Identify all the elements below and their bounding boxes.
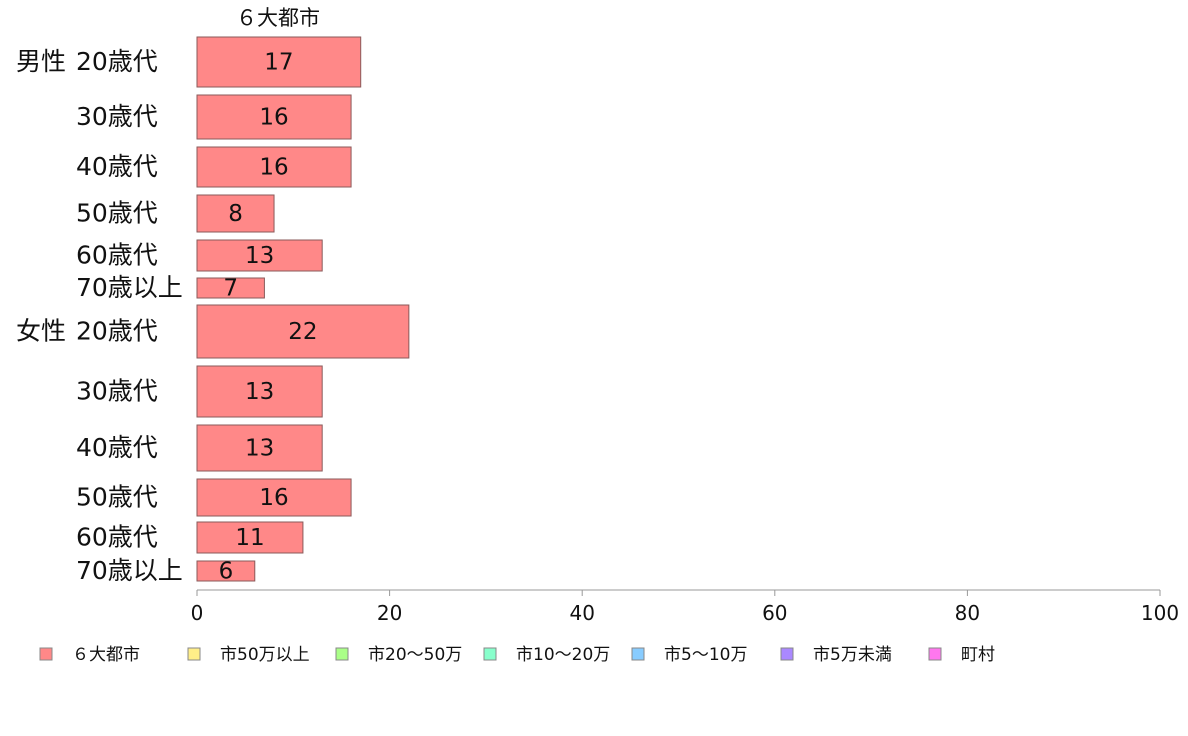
bar-value-label: 22	[288, 319, 317, 345]
bar	[196, 277, 265, 299]
legend-label: 市50万以上	[220, 645, 310, 665]
bar	[196, 365, 323, 418]
legend-swatch	[335, 647, 349, 661]
group-label: 女性	[16, 317, 66, 346]
bar	[196, 36, 362, 88]
row-label: 70歳以上	[76, 273, 183, 302]
x-tick-label: 100	[1141, 601, 1179, 625]
bar-value-label: 13	[245, 436, 274, 462]
row-label: 50歳代	[76, 199, 158, 228]
legend-swatch	[928, 647, 942, 661]
bar-value-label: 13	[245, 379, 274, 405]
chart-title: ６大都市	[236, 6, 320, 30]
row-label: 30歳代	[76, 377, 158, 406]
bar-value-label: 11	[235, 525, 264, 551]
row-label: 50歳代	[76, 483, 158, 512]
x-axis: 0 20 40 60 80 100	[191, 589, 1179, 625]
x-tick-label: 60	[762, 601, 787, 625]
row-label: 60歳代	[76, 241, 158, 270]
legend-swatch	[483, 647, 497, 661]
bar	[196, 521, 304, 554]
row-label: 60歳代	[76, 523, 158, 552]
bar	[196, 94, 352, 140]
bar	[196, 146, 352, 188]
x-tick-label: 40	[569, 601, 594, 625]
bar-value-label: 8	[228, 201, 243, 227]
legend-swatch	[187, 647, 201, 661]
bar	[196, 304, 410, 359]
legend-label: 市10〜20万	[516, 645, 610, 665]
bar	[196, 194, 275, 233]
bar-value-label: 16	[259, 485, 288, 511]
legend-swatch	[631, 647, 645, 661]
group-label: 男性	[16, 47, 66, 76]
x-tick-label: 20	[377, 601, 402, 625]
legend-label: 市5〜10万	[664, 645, 747, 665]
bar	[196, 478, 352, 517]
legend-label: 市20〜50万	[368, 645, 462, 665]
row-label: 40歳代	[76, 433, 158, 462]
x-tick-label: 80	[955, 601, 980, 625]
bar-value-label: 13	[245, 243, 274, 269]
bar	[196, 239, 323, 272]
row-label: 70歳以上	[76, 556, 183, 585]
bar-value-label: 6	[219, 559, 234, 585]
row-label: 20歳代	[76, 317, 158, 346]
row-label: 20歳代	[76, 47, 158, 76]
legend-label: 町村	[961, 645, 995, 665]
x-tick-label: 0	[191, 601, 204, 625]
bar	[196, 424, 323, 472]
bar-value-label: 17	[264, 50, 293, 76]
legend-swatch	[39, 647, 53, 661]
row-label: 40歳代	[76, 152, 158, 181]
bar-value-label: 7	[223, 276, 238, 302]
legend-label: ６大都市	[72, 645, 140, 665]
bar-value-label: 16	[259, 155, 288, 181]
bar	[196, 560, 256, 582]
row-label: 30歳代	[76, 102, 158, 131]
legend: ６大都市 市50万以上 市20〜50万 市10〜20万 市5〜10万 市5万未満 町村	[39, 645, 995, 665]
bar-value-label: 16	[259, 105, 288, 131]
legend-label: 市5万未満	[813, 645, 892, 665]
legend-swatch	[780, 647, 794, 661]
